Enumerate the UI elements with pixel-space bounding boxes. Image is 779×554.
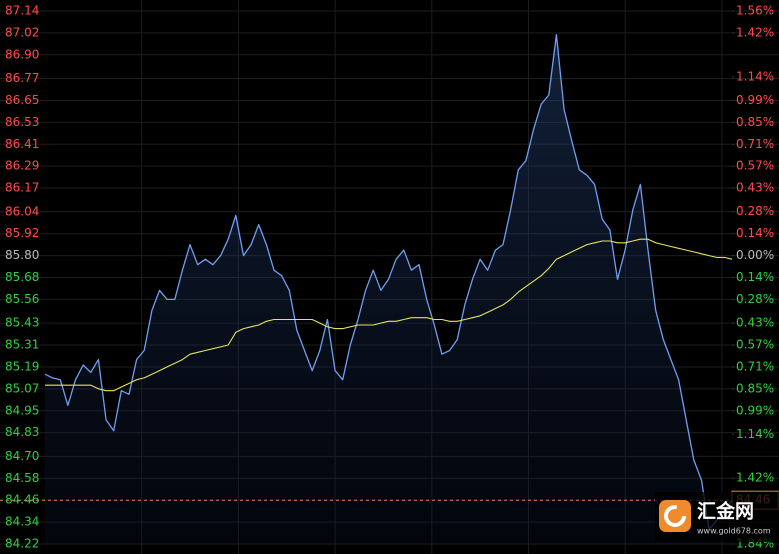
- y-tick-label: 85.31: [5, 338, 39, 352]
- y2-tick-label: 0.28%: [736, 204, 774, 218]
- y2-tick-label: 1.56%: [736, 4, 774, 18]
- y2-tick-label: 0.99%: [736, 403, 774, 417]
- price-line: [44, 34, 733, 531]
- y-tick-label: 84.83: [5, 425, 39, 439]
- y-tick-label: 87.14: [5, 4, 39, 18]
- area: [45, 34, 732, 544]
- y-tick-label: 86.29: [5, 159, 39, 173]
- y2-tick-label: 0.14%: [736, 226, 774, 240]
- y-tick-label: 84.58: [5, 471, 39, 485]
- y2-tick-label: 1.42%: [736, 471, 774, 485]
- y2-tick-label: 0.43%: [736, 315, 774, 329]
- y-tick-label: 86.41: [5, 137, 39, 151]
- watermark-url: www.gold678.com: [697, 527, 771, 536]
- y-tick-label: 84.70: [5, 449, 39, 463]
- y2-tick-label: 0.43%: [736, 181, 774, 195]
- y2-tick-label: 0.28%: [736, 292, 774, 306]
- y-tick-label: 84.34: [5, 515, 39, 529]
- y-tick-label: 85.07: [5, 381, 39, 395]
- y2-tick-label: 0.85%: [736, 115, 774, 129]
- y-tick-label: 85.68: [5, 270, 39, 284]
- logo-mark: [664, 505, 686, 527]
- y-tick-label: 84.46: [5, 493, 39, 507]
- y2-tick-label: 1.14%: [736, 69, 774, 83]
- y-tick-label: 84.22: [5, 537, 39, 551]
- y-tick-label: 84.95: [5, 403, 39, 417]
- y-tick-label: 86.77: [5, 71, 39, 85]
- y2-tick-label: 0.71%: [736, 137, 774, 151]
- watermark: 汇金网 www.gold678.com: [655, 492, 779, 542]
- y-tick-label: 87.02: [5, 25, 39, 39]
- y2-tick-label: 0.57%: [736, 159, 774, 173]
- y-tick-label: 86.53: [5, 115, 39, 129]
- y2-tick-label: 0.85%: [736, 381, 774, 395]
- y-tick-label: 86.17: [5, 181, 39, 195]
- y2-tick-label: 0.57%: [736, 337, 774, 351]
- watermark-title: 汇金网: [697, 500, 754, 523]
- y-tick-label: 85.43: [5, 316, 39, 330]
- y-tick-label: 86.04: [5, 204, 39, 218]
- average-line: [45, 238, 733, 392]
- y2-tick-label: 0.00%: [736, 248, 774, 262]
- y2-tick-label: 1.14%: [736, 427, 774, 441]
- y-tick-label: 85.19: [5, 359, 39, 373]
- y-tick-label: 86.90: [5, 47, 39, 61]
- plot: [0, 34, 779, 544]
- y2-tick-label: 0.99%: [736, 93, 774, 107]
- y2-tick-label: 0.71%: [736, 359, 774, 373]
- logo-icon: [659, 500, 691, 532]
- y-tick-label: 85.80: [5, 248, 39, 262]
- y-tick-label: 86.65: [5, 93, 39, 107]
- y2-tick-label: 0.14%: [736, 270, 774, 284]
- y-tick-label: 85.56: [5, 292, 39, 306]
- y2-tick-label: 1.42%: [736, 25, 774, 39]
- y-tick-label: 85.92: [5, 226, 39, 240]
